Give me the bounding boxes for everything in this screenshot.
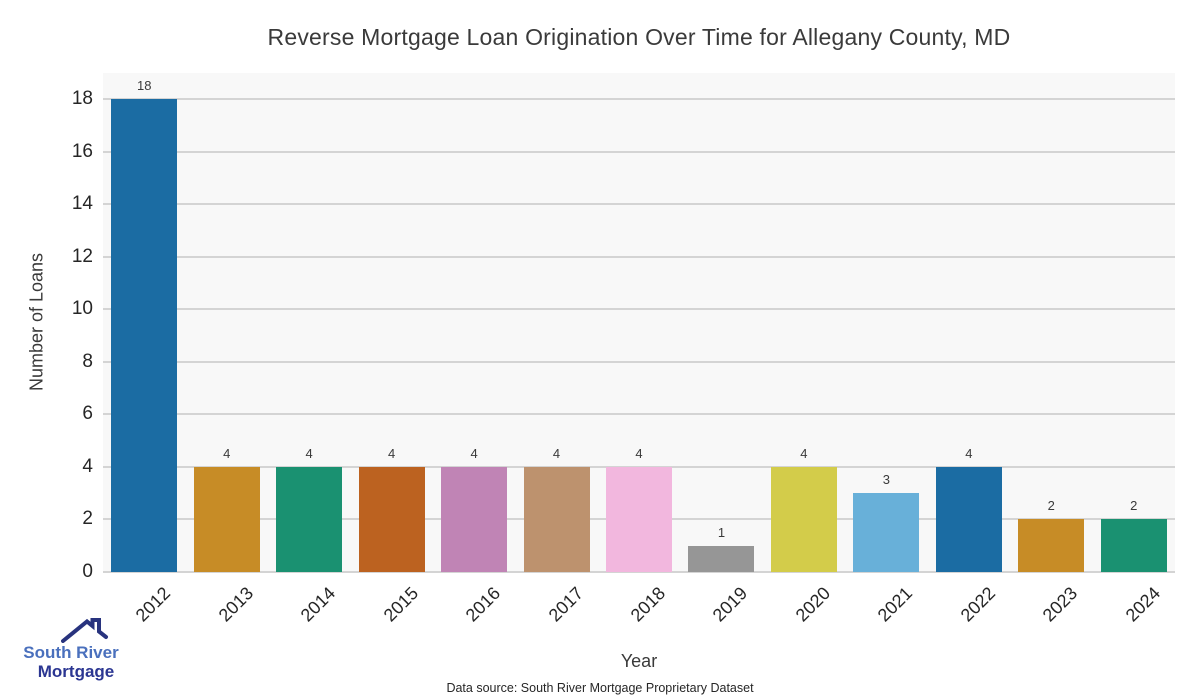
- bar-value-label-2014: 4: [305, 445, 313, 461]
- x-tick-label-2019: 2019: [709, 583, 752, 626]
- y-tick-label-6: 6: [82, 403, 93, 425]
- bar-value-label-2016: 4: [470, 445, 478, 461]
- logo-text-south-river: South River: [23, 643, 119, 662]
- x-tick-label-2024: 2024: [1121, 583, 1164, 626]
- x-tick-label-2015: 2015: [379, 583, 422, 626]
- x-tick-label-2014: 2014: [296, 583, 340, 626]
- chart-title: Reverse Mortgage Loan Origination Over T…: [267, 24, 1011, 50]
- house-roof-icon: [61, 618, 108, 643]
- y-tick-label-0: 0: [82, 561, 93, 582]
- gridline-y-18: [103, 98, 1175, 101]
- plot-area: 18 4 4 4 4 4 4 1 4 3 4 2 2: [103, 73, 1175, 573]
- bar-2023: [1018, 519, 1085, 572]
- y-tick-label-16: 16: [71, 140, 93, 162]
- bar-2014: [276, 466, 343, 572]
- gridline-y-16: [103, 150, 1175, 153]
- logo-text-mortgage: Mortgage: [37, 662, 115, 681]
- bar-value-label-2013: 4: [223, 445, 231, 461]
- gridline-y-0: [103, 571, 1175, 573]
- bar-value-label-2012: 18: [136, 78, 152, 94]
- bar-value-label-2018: 4: [635, 445, 643, 461]
- x-tick-label-2022: 2022: [956, 583, 1000, 626]
- bar-2020: [770, 466, 837, 572]
- gridline-y-8: [103, 360, 1175, 363]
- bar-2012: [111, 99, 178, 572]
- bar-2013: [193, 466, 260, 572]
- x-tick-label-2018: 2018: [626, 583, 670, 626]
- bar-2018: [606, 466, 672, 572]
- gridline-y-6: [103, 413, 1175, 416]
- bar-2015: [358, 466, 425, 572]
- bar-value-label-2020: 4: [800, 445, 808, 461]
- logo: South River Mortgage: [15, 617, 127, 682]
- data-source-note: Data source: South River Mortgage Propri…: [446, 681, 754, 695]
- bar-value-label-2023: 2: [1047, 498, 1055, 514]
- gridline-y-10: [103, 308, 1175, 311]
- gridline-y-14: [103, 203, 1175, 206]
- x-axis-label: Year: [620, 651, 658, 671]
- bar-2016: [441, 466, 508, 572]
- x-tick-label-2020: 2020: [791, 583, 835, 626]
- gridline-y-12: [103, 255, 1175, 258]
- bar-value-label-2015: 4: [387, 445, 396, 461]
- bar-2021: [853, 493, 920, 572]
- y-tick-label-18: 18: [71, 88, 93, 110]
- x-tick-label-2023: 2023: [1038, 583, 1082, 626]
- y-tick-label-14: 14: [71, 193, 93, 215]
- bar-2019: [688, 545, 755, 572]
- y-tick-label-2: 2: [82, 508, 93, 530]
- x-tick-label-2021: 2021: [874, 583, 917, 626]
- bar-value-label-2021: 3: [882, 472, 890, 488]
- bar-2024: [1100, 519, 1167, 572]
- bar-2022: [935, 466, 1002, 572]
- x-tick-label-2012: 2012: [131, 583, 175, 626]
- y-tick-label-8: 8: [82, 350, 93, 372]
- x-tick-label-2017: 2017: [544, 583, 587, 626]
- y-tick-label-4: 4: [82, 455, 93, 477]
- x-tick-label-2016: 2016: [461, 583, 505, 626]
- bar-value-label-2022: 4: [965, 445, 973, 461]
- x-tick-label-2013: 2013: [214, 583, 257, 626]
- bar-value-label-2019: 1: [717, 524, 726, 540]
- y-tick-label-10: 10: [71, 298, 93, 320]
- bar-2017: [523, 466, 590, 572]
- bar-value-label-2017: 4: [552, 445, 561, 461]
- y-tick-label-12: 12: [71, 245, 93, 267]
- bar-value-label-2024: 2: [1130, 498, 1138, 514]
